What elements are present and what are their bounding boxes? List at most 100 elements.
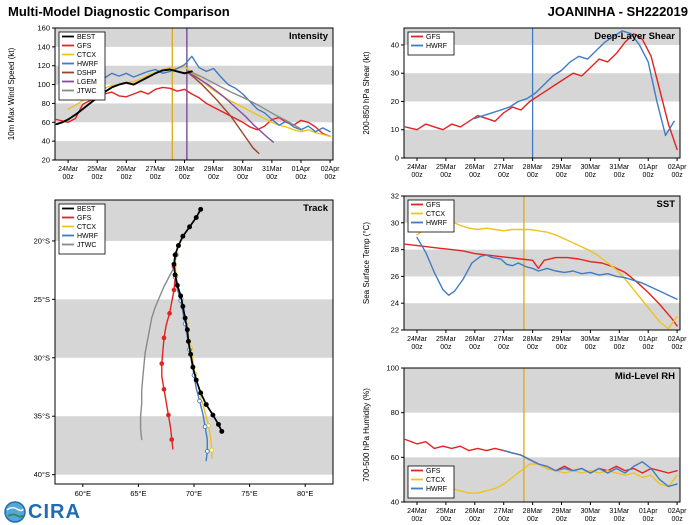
intensity-xtick-hour: 00z: [208, 174, 220, 181]
shear-xtick-hour: 00z: [469, 172, 481, 179]
track-best-marker: [175, 243, 181, 249]
sst-ytick: 24: [391, 299, 399, 308]
intensity-ytick: 140: [37, 42, 50, 51]
sst-xtick-hour: 00z: [585, 344, 597, 351]
sst-xtick-hour: 00z: [527, 344, 539, 351]
track-best-marker: [184, 327, 190, 333]
track-jtwc-line: [139, 264, 176, 441]
track-best-marker: [198, 206, 204, 212]
shear-xtick-day: 02Apr: [668, 164, 687, 171]
track-xtick: 80°E: [297, 489, 313, 498]
track-ytick: 20°S: [34, 236, 50, 245]
shear-xtick-hour: 00z: [411, 172, 423, 179]
intensity-ytick: 40: [42, 137, 50, 146]
track-hwrf-marker: [204, 448, 210, 454]
sst-title: SST: [657, 199, 676, 210]
sst-xtick-day: 29Mar: [552, 336, 573, 343]
intensity-ylabel: 10m Max Wind Speed (kt): [7, 47, 16, 140]
sst-panel: 22242628303224Mar00z25Mar00z26Mar00z27Ma…: [362, 192, 687, 352]
rh-band: [404, 368, 680, 413]
track-ctcx-marker: [209, 447, 215, 453]
track-best-marker: [193, 377, 199, 383]
rh-ylabel: 700-500 hPa Humidity (%): [362, 388, 371, 482]
intensity-xtick-day: 25Mar: [87, 166, 108, 173]
track-panel: 20°S 25°S 30°S 35°S 40°S 60°E 65°E 70°E 75°E 80°E…: [34, 199, 334, 498]
shear-ytick: 30: [391, 69, 399, 78]
shear-panel: 01020304024Mar00z25Mar00z26Mar00z27Mar00…: [362, 27, 687, 179]
shear-xtick-hour: 00z: [585, 172, 597, 179]
sst-ytick: 28: [391, 245, 399, 254]
track-best-marker: [172, 272, 178, 278]
intensity-xtick-day: 29Mar: [204, 166, 225, 173]
shear-xtick-day: 26Mar: [465, 164, 486, 171]
rh-xtick-day: 25Mar: [436, 508, 457, 515]
shear-ytick: 20: [391, 97, 399, 106]
intensity-ytick: 60: [42, 118, 50, 127]
intensity-dshp-line: [186, 71, 260, 155]
shear-xtick-hour: 00z: [614, 172, 626, 179]
sst-legend-label: CTCX: [426, 211, 445, 218]
track-ytick: 40°S: [34, 470, 50, 479]
track-best-marker: [180, 303, 186, 309]
cira-logo-text: CIRA: [28, 500, 81, 523]
track-legend: [58, 203, 106, 255]
sst-xtick-hour: 00z: [643, 344, 655, 351]
track-best-marker: [172, 252, 178, 258]
intensity-legend-label: CTCX: [77, 52, 96, 59]
shear-ylabel: 200-850 hPa Shear (kt): [362, 51, 371, 134]
sst-xtick-day: 25Mar: [436, 336, 457, 343]
page-title: Multi-Model Diagnostic Comparison: [8, 4, 230, 19]
sst-xtick-hour: 00z: [440, 344, 452, 351]
rh-panel: 40608010024Mar00z25Mar00z26Mar00z27Mar00…: [362, 364, 687, 524]
track-legend-label: CTCX: [77, 224, 96, 231]
sst-xtick-hour: 00z: [556, 344, 568, 351]
shear-ytick: 10: [391, 125, 399, 134]
rh-xtick-hour: 00z: [498, 516, 510, 523]
rh-ytick: 40: [391, 498, 399, 507]
intensity-xtick-hour: 00z: [62, 174, 74, 181]
shear-hwrf-line: [474, 30, 675, 137]
sst-ytick: 30: [391, 218, 399, 227]
intensity-band: [55, 141, 333, 160]
shear-band: [404, 129, 680, 158]
track-xtick: 65°E: [130, 489, 146, 498]
rh-ctcx-line: [416, 463, 678, 494]
track-gfs-marker: [161, 335, 167, 341]
intensity-xtick-day: 28Mar: [175, 166, 196, 173]
track-hwrf-marker: [197, 398, 202, 404]
track-gfs-marker: [166, 412, 171, 418]
intensity-xtick-hour: 00z: [266, 174, 278, 181]
track-gfs-marker: [167, 311, 172, 316]
intensity-panel: 2040608010012014016024Mar00z25Mar00z26Ma…: [7, 24, 340, 182]
track-legend-label: HWRF: [77, 233, 98, 240]
rh-xtick-hour: 00z: [411, 516, 423, 523]
track-hwrf-marker: [202, 424, 208, 430]
intensity-legend-label: LGEM: [77, 79, 97, 86]
intensity-xtick-day: 30Mar: [233, 166, 254, 173]
sst-xtick-day: 24Mar: [407, 336, 428, 343]
shear-xtick-hour: 00z: [671, 172, 683, 179]
shear-band: [404, 28, 680, 45]
sst-xtick-day: 02Apr: [668, 336, 687, 343]
sst-legend-label: HWRF: [426, 220, 447, 227]
track-gfs-marker: [159, 361, 165, 366]
intensity-legend-label: GFS: [77, 43, 92, 50]
intensity-xtick-hour: 00z: [295, 174, 307, 181]
intensity-band: [55, 28, 333, 47]
intensity-jtwc-line: [186, 69, 304, 131]
storm-title: JOANINHA - SH222019: [547, 4, 688, 19]
shear-xtick-hour: 00z: [498, 172, 510, 179]
track-band: [55, 416, 333, 475]
track-best-marker: [203, 402, 209, 407]
intensity-xtick-hour: 00z: [237, 174, 249, 181]
intensity-ytick: 80: [42, 99, 50, 108]
track-best-marker: [185, 338, 191, 344]
intensity-ctcx-line: [67, 65, 331, 138]
track-gfs-marker: [171, 287, 177, 293]
shear-legend-label: HWRF: [426, 43, 447, 50]
track-ytick: 30°S: [34, 353, 50, 362]
intensity-lgem-line: [186, 71, 274, 143]
sst-xtick-day: 01Apr: [639, 336, 658, 343]
